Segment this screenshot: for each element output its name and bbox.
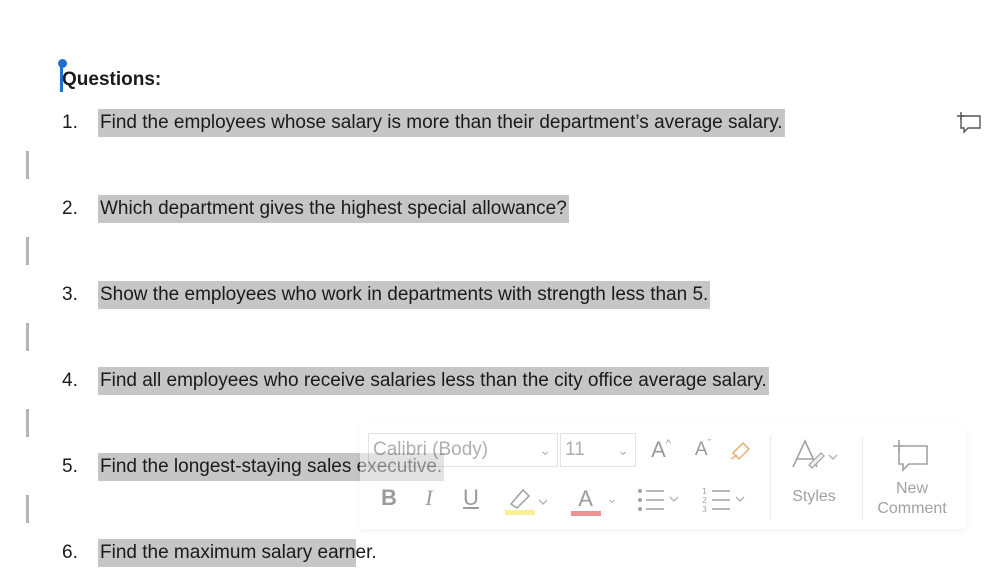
font-name-value: Calibri (Body) <box>373 439 489 460</box>
new-comment-label-line2: Comment <box>877 500 947 517</box>
question-text[interactable]: Which department gives the highest speci… <box>98 195 569 223</box>
new-comment-icon[interactable] <box>956 110 982 134</box>
svg-text:2: 2 <box>702 496 707 505</box>
toolbar-separator <box>862 435 863 519</box>
font-size-value: 11 <box>565 439 585 460</box>
questions-heading: Questions: <box>62 69 162 90</box>
italic-icon: I <box>425 485 433 510</box>
question-text[interactable]: Find all employees who receive salaries … <box>98 367 769 395</box>
italic-button[interactable]: I <box>414 481 444 515</box>
font-size-select[interactable]: 11 ⌄ <box>560 433 636 467</box>
underline-button[interactable]: U <box>456 481 486 515</box>
list-item[interactable]: 6. Find the maximum salary earner. <box>62 539 379 567</box>
chevron-down-icon: ⌄ <box>606 491 618 506</box>
grow-font-button[interactable]: A ^ <box>651 437 671 462</box>
change-bar <box>26 409 29 437</box>
bullet-list-icon <box>638 489 679 511</box>
list-item[interactable]: 4. Find all employees who receive salari… <box>62 367 769 395</box>
font-color-button[interactable]: A ⌄ <box>564 481 624 517</box>
chevron-down-icon: ⌄ <box>539 442 551 458</box>
new-comment-label: New Comment <box>866 479 958 519</box>
list-number: 1. <box>62 112 78 133</box>
new-comment-button[interactable] <box>886 435 936 475</box>
shrink-font-icon: A <box>694 439 708 460</box>
text-cursor <box>60 66 63 92</box>
font-name-select[interactable]: Calibri (Body) ⌄ <box>368 433 558 467</box>
list-number: 5. <box>62 456 78 477</box>
chevron-down-icon: ⌄ <box>617 442 629 458</box>
new-comment-label-line1: New <box>895 480 928 497</box>
format-painter-icon <box>730 441 751 461</box>
list-item[interactable]: 1. Find the employees whose salary is mo… <box>62 109 785 137</box>
list-number: 4. <box>62 370 78 391</box>
svg-text:1: 1 <box>702 487 707 496</box>
highlighter-icon <box>505 488 548 515</box>
list-item[interactable]: 5. Find the longest-staying sales execut… <box>62 453 445 481</box>
styles-icon <box>792 439 838 469</box>
question-text[interactable]: Show the employees who work in departmen… <box>98 281 711 309</box>
font-color-icon: A <box>570 486 601 516</box>
question-text[interactable]: Find the longest-staying sales executive… <box>98 453 445 481</box>
underline-icon: U <box>463 485 479 510</box>
font-color-letter: A <box>578 486 593 511</box>
new-comment-icon <box>893 440 928 472</box>
styles-label: Styles <box>792 488 836 505</box>
list-number: 3. <box>62 284 78 305</box>
list-number: 2. <box>62 198 78 219</box>
highlight-color-button[interactable] <box>500 483 556 517</box>
list-item[interactable]: 2. Which department gives the highest sp… <box>62 195 569 223</box>
grow-font-icon: A <box>651 437 666 462</box>
bullets-button[interactable] <box>634 483 690 517</box>
list-item[interactable]: 3. Show the employees who work in depart… <box>62 281 711 309</box>
numbered-list-icon: 1 2 3 <box>702 487 745 514</box>
format-painter-button[interactable] <box>726 435 756 465</box>
selection-handle[interactable] <box>58 59 67 68</box>
change-bar <box>26 237 29 265</box>
question-text[interactable]: Find the maximum salary earner. <box>98 539 379 567</box>
change-bar <box>26 323 29 351</box>
bold-button[interactable]: B <box>374 481 404 515</box>
list-number: 6. <box>62 542 78 563</box>
change-bar <box>26 151 29 179</box>
styles-button[interactable] <box>782 435 846 475</box>
numbering-button[interactable]: 1 2 3 <box>700 483 756 517</box>
svg-text:3: 3 <box>702 505 707 514</box>
question-text[interactable]: Find the employees whose salary is more … <box>98 109 785 137</box>
bold-icon: B <box>381 485 397 510</box>
toolbar-separator <box>770 435 771 519</box>
change-bar <box>26 495 29 523</box>
